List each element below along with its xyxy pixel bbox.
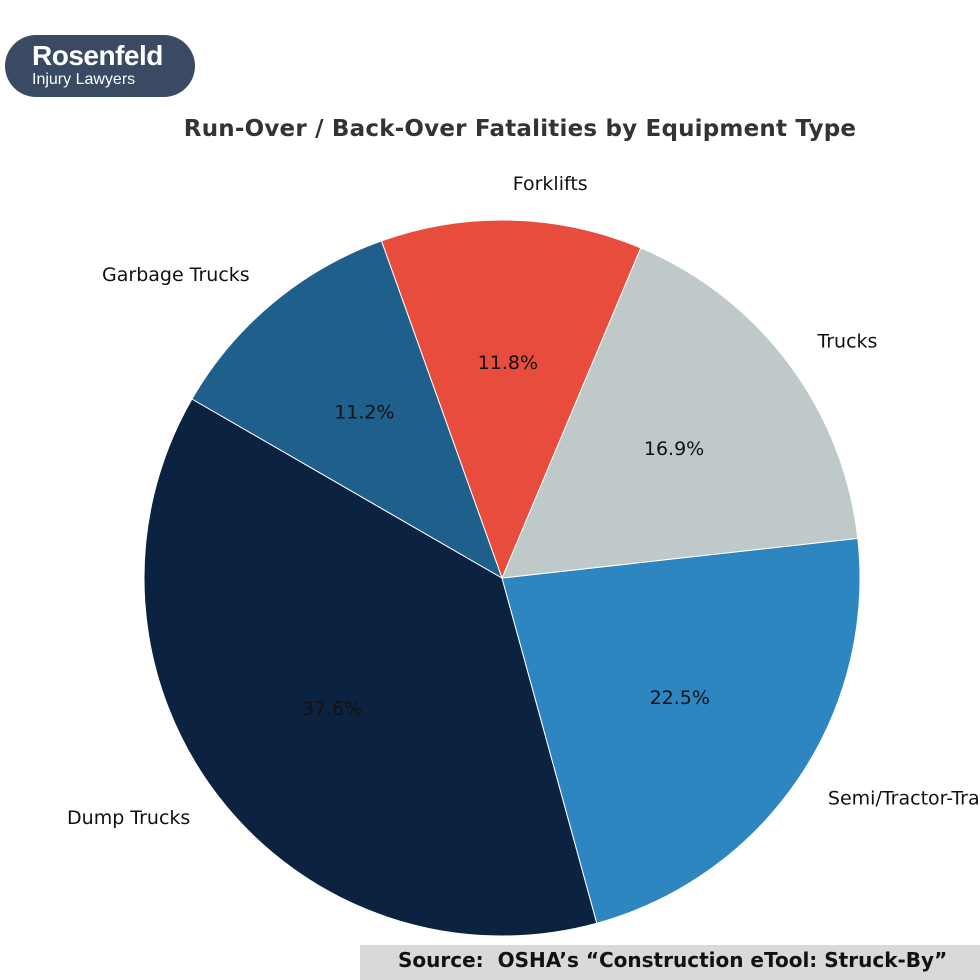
category-label-semi-tractor-trailers: Semi/Tractor-Trailers: [828, 788, 980, 810]
percent-label-semi-tractor-trailers: 22.5%: [650, 687, 710, 709]
percent-label-garbage-trucks: 11.2%: [334, 402, 394, 424]
percent-label-dump-trucks: 37.6%: [302, 698, 362, 720]
category-label-trucks: Trucks: [816, 331, 877, 353]
category-label-garbage-trucks: Garbage Trucks: [102, 264, 250, 286]
rosenfeld-logo: Rosenfeld Injury Lawyers: [5, 35, 195, 97]
chart-title: Run-Over / Back-Over Fatalities by Equip…: [183, 116, 857, 142]
source-caption: Source: OSHA’s “Construction eTool: Stru…: [360, 945, 980, 980]
pie-slice-trucks: [501, 247, 859, 579]
percent-label-trucks: 16.9%: [644, 438, 704, 460]
logo-subtitle: Injury Lawyers: [32, 71, 136, 88]
percent-label-forklifts: 11.8%: [478, 352, 538, 374]
category-label-forklifts: Forklifts: [513, 173, 588, 195]
pie-slice-semi-tractor-trailers: [501, 537, 861, 924]
logo-name: Rosenfeld: [32, 40, 163, 71]
pie-slice-dump-trucks: [143, 398, 598, 937]
pie-slice-forklifts: [380, 219, 642, 580]
pie-slice-garbage-trucks: [191, 240, 503, 580]
category-label-dump-trucks: Dump Trucks: [67, 807, 190, 829]
